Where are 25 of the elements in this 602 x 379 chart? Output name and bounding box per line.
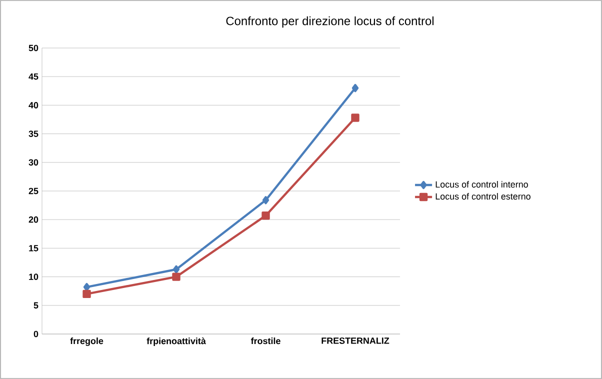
- legend-label: Locus of control esterno: [436, 192, 530, 200]
- point: [172, 272, 180, 281]
- y-tick-label: 45: [28, 73, 38, 80]
- point: [82, 290, 91, 298]
- y-tick-label: 5: [34, 302, 38, 309]
- point: [262, 196, 270, 204]
- y-tick-label: 40: [28, 102, 38, 108]
- x-tick-label: frostile: [250, 338, 280, 344]
- y-tick-label: 15: [29, 245, 38, 252]
- y-tick-label: 35: [28, 130, 38, 137]
- y-tick-label: 30: [28, 159, 38, 166]
- x-tick-label: FRESTERNALIZ: [322, 338, 390, 344]
- x-tick-label: frpienoattività: [146, 338, 206, 346]
- y-tick-label: 0: [34, 330, 38, 338]
- point: [262, 211, 270, 220]
- chart-title: Confronto per direzione locus of control: [226, 16, 434, 28]
- point: [352, 84, 359, 92]
- point: [172, 265, 180, 274]
- y-tick-label: 50: [28, 44, 38, 52]
- y-tick-label: 25: [28, 188, 38, 194]
- y-tick-label: 20: [28, 216, 38, 223]
- y-tick-label: 10: [29, 274, 38, 280]
- point: [351, 114, 360, 122]
- legend-label: Locus of control interno: [436, 181, 528, 188]
- x-tick-label: frregole: [70, 338, 104, 346]
